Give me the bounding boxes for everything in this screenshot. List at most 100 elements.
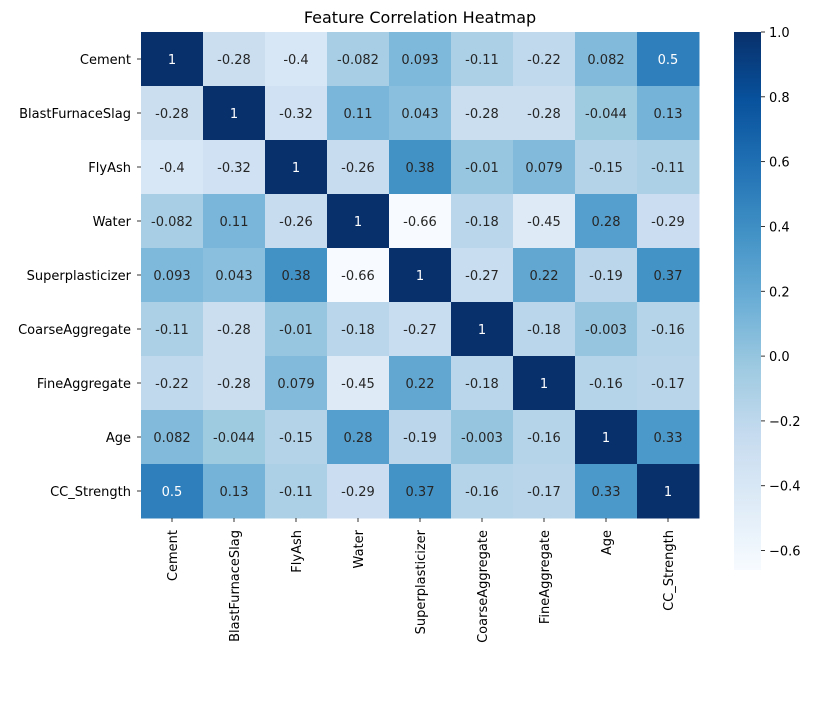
x-tick-label: FineAggregate	[538, 530, 553, 624]
heatmap-cell	[637, 194, 700, 249]
heatmap-cell	[389, 464, 452, 519]
colorbar-tick-label: −0.4	[769, 480, 801, 495]
y-tick-label: Superplasticizer	[27, 269, 132, 284]
cell-value-label: -0.27	[465, 269, 499, 284]
heatmap-cell	[575, 356, 638, 411]
cell-value-label: -0.4	[159, 161, 184, 176]
heatmap-cell	[389, 194, 452, 249]
heatmap-cell	[451, 302, 514, 357]
cell-value-label: 0.38	[282, 269, 311, 284]
heatmap-cell	[513, 194, 576, 249]
cell-value-label: 0.22	[406, 377, 435, 392]
heatmap-cell	[141, 464, 204, 519]
cell-value-label: 0.093	[401, 53, 438, 68]
x-tick-label: Water	[352, 529, 367, 568]
cell-value-label: -0.18	[341, 323, 375, 338]
heatmap-cell	[575, 86, 638, 141]
heatmap-cell	[265, 356, 328, 411]
cell-value-label: -0.28	[527, 107, 561, 122]
cell-value-label: -0.26	[341, 161, 375, 176]
cell-value-label: -0.003	[461, 431, 503, 446]
heatmap-cell-labels: 1 -0.28 -0.4 -0.082 0.093 -0.11 -0.22 0.082 0.5 -…	[151, 53, 685, 500]
cell-value-label: 1	[354, 215, 362, 230]
heatmap-cell	[513, 140, 576, 195]
heatmap-cell	[327, 356, 390, 411]
cell-value-label: 1	[478, 323, 486, 338]
cell-value-label: 1	[664, 485, 672, 500]
heatmap-cell	[265, 464, 328, 519]
y-tick-label: Water	[93, 215, 132, 230]
heatmap-cell	[203, 302, 266, 357]
heatmap-cell	[265, 140, 328, 195]
heatmap-cell	[141, 86, 204, 141]
heatmap-cell	[265, 248, 328, 303]
x-tick-label: CoarseAggregate	[476, 530, 491, 643]
heatmap-cell	[389, 356, 452, 411]
heatmap-cell	[637, 356, 700, 411]
cell-value-label: -0.044	[213, 431, 255, 446]
heatmap-cell	[575, 194, 638, 249]
heatmap-cell	[203, 410, 266, 465]
heatmap-cell	[141, 194, 204, 249]
x-tick-label: Cement	[166, 530, 181, 581]
cell-value-label: -0.29	[651, 215, 685, 230]
heatmap-cell	[637, 32, 700, 87]
cell-value-label: 0.37	[654, 269, 683, 284]
heatmap-cell	[265, 32, 328, 87]
cell-value-label: 0.13	[220, 485, 249, 500]
heatmap-cell	[203, 86, 266, 141]
heatmap-cell	[203, 32, 266, 87]
heatmap-cell	[265, 302, 328, 357]
cell-value-label: 0.28	[344, 431, 373, 446]
heatmap-cell	[637, 140, 700, 195]
cell-value-label: -0.26	[279, 215, 313, 230]
heatmap-cell	[451, 140, 514, 195]
cell-value-label: -0.28	[217, 323, 251, 338]
x-tick-label: CC_Strength	[662, 530, 677, 611]
cell-value-label: 0.082	[153, 431, 190, 446]
heatmap-cell	[513, 86, 576, 141]
cell-value-label: 0.082	[587, 53, 624, 68]
cell-value-label: -0.11	[279, 485, 313, 500]
heatmap-cell	[637, 410, 700, 465]
cell-value-label: 0.13	[654, 107, 683, 122]
cell-value-label: 1	[168, 53, 176, 68]
heatmap-cell	[203, 140, 266, 195]
cell-value-label: -0.16	[527, 431, 561, 446]
cell-value-label: 0.37	[406, 485, 435, 500]
x-tick-label: FlyAsh	[290, 530, 305, 573]
heatmap-cell	[513, 248, 576, 303]
cell-value-label: -0.19	[589, 269, 623, 284]
heatmap-cell	[451, 32, 514, 87]
cell-value-label: 0.5	[162, 485, 183, 500]
cell-value-label: -0.044	[585, 107, 627, 122]
heatmap-cell	[327, 140, 390, 195]
heatmap-cell	[513, 32, 576, 87]
heatmap-cell	[389, 86, 452, 141]
heatmap-cell	[141, 140, 204, 195]
cell-value-label: -0.16	[651, 323, 685, 338]
cell-value-label: 0.079	[525, 161, 562, 176]
cell-value-label: 0.33	[592, 485, 621, 500]
cell-value-label: -0.01	[279, 323, 313, 338]
heatmap-cell	[327, 86, 390, 141]
x-axis-tick-labels: Cement BlastFurnaceSlag FlyAsh Water Superpl…	[166, 518, 677, 643]
cell-value-label: 0.11	[344, 107, 373, 122]
heatmap-cell	[637, 464, 700, 519]
cell-value-label: -0.32	[217, 161, 251, 176]
cell-value-label: -0.29	[341, 485, 375, 500]
cell-value-label: 0.22	[530, 269, 559, 284]
colorbar-tick-label: 0.8	[769, 91, 790, 106]
colorbar-tick-label: 0.0	[769, 350, 790, 365]
heatmap-cell	[451, 356, 514, 411]
cell-value-label: 0.043	[215, 269, 252, 284]
cell-value-label: -0.11	[465, 53, 499, 68]
heatmap-cell	[265, 410, 328, 465]
heatmap-cell	[513, 356, 576, 411]
cell-value-label: -0.45	[527, 215, 561, 230]
cell-value-label: -0.082	[337, 53, 379, 68]
cell-value-label: -0.32	[279, 107, 313, 122]
heatmap-cell	[265, 194, 328, 249]
cell-value-label: -0.22	[527, 53, 561, 68]
